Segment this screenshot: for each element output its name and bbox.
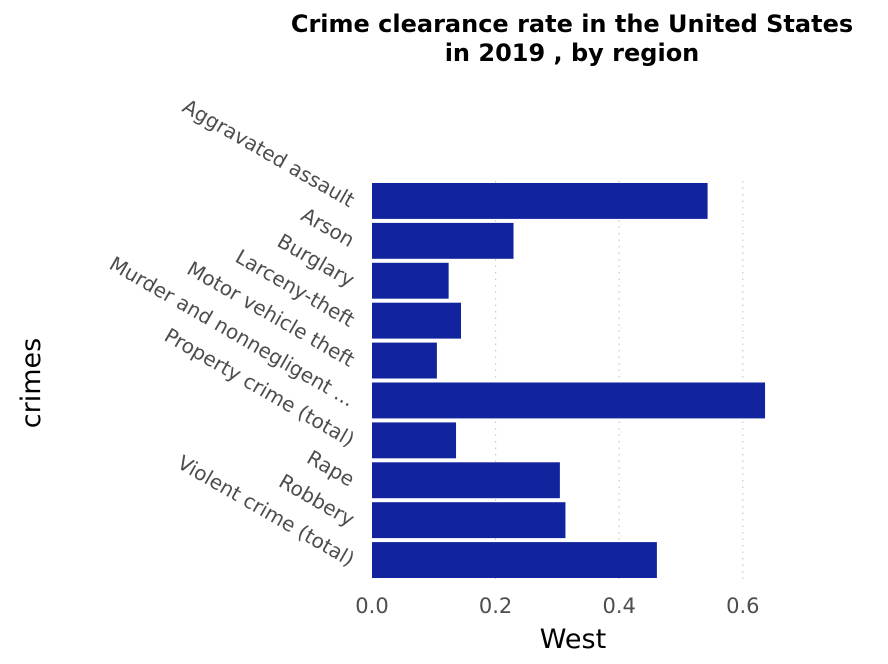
bar — [372, 262, 449, 299]
bar — [372, 182, 708, 219]
bar — [372, 542, 657, 579]
x-tick-label: 0.6 — [726, 594, 759, 618]
bar — [372, 382, 766, 419]
bar — [372, 302, 461, 339]
bar — [372, 422, 457, 459]
x-axis-title: West — [540, 624, 606, 655]
x-tick-label: 0.2 — [479, 594, 512, 618]
bar — [372, 342, 437, 379]
bar — [372, 222, 514, 259]
chart-title-line-2: in 2019 , by region — [445, 39, 700, 67]
x-tick-label: 0.0 — [355, 594, 388, 618]
category-labels: Aggravated assaultArsonBurglaryLarceny-t… — [105, 94, 358, 571]
chart-title-line-1: Crime clearance rate in the United State… — [291, 10, 853, 38]
bar — [372, 502, 566, 539]
x-tick-label: 0.4 — [602, 594, 635, 618]
y-axis-title: crimes — [16, 338, 47, 428]
x-tick-labels: 0.0 0.2 0.4 0.6 — [355, 594, 759, 618]
bars — [372, 182, 766, 579]
bar — [372, 462, 560, 499]
category-label: Aggravated assault — [178, 94, 358, 212]
